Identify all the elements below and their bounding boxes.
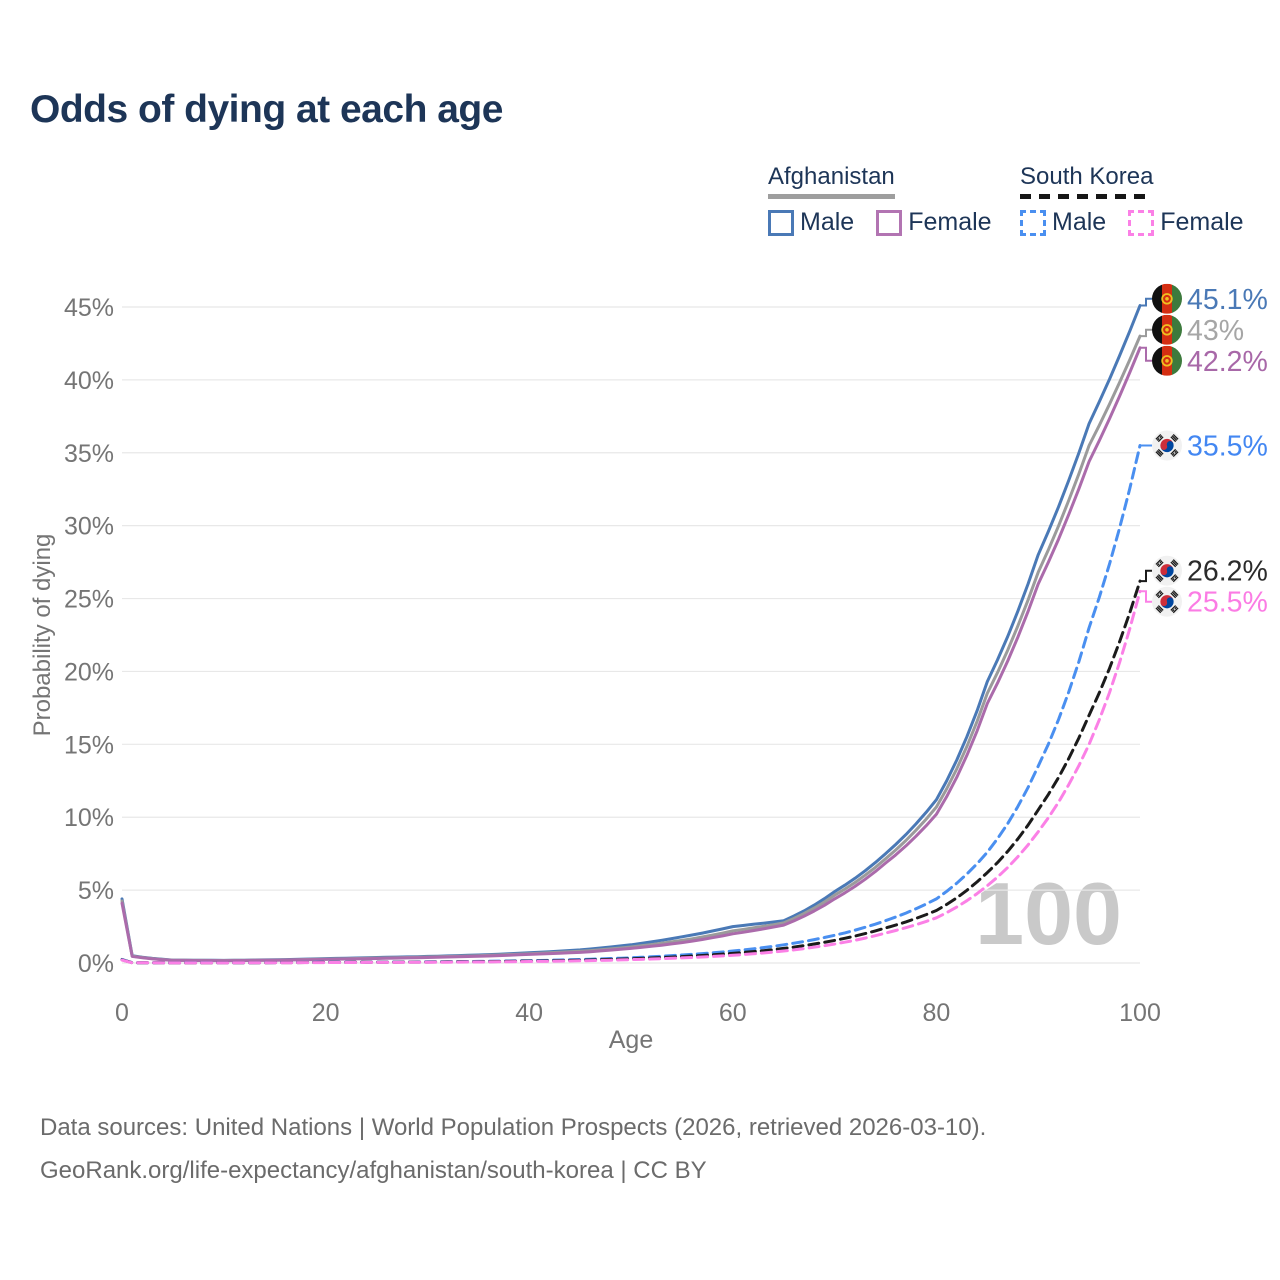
y-tick-label: 10%: [64, 804, 114, 832]
end-label-connector: [1140, 297, 1152, 307]
end-value-label-south-korea-male: 35.5%: [1187, 430, 1268, 462]
x-tick-label: 20: [312, 999, 340, 1027]
end-label-connector: [1140, 569, 1152, 583]
series-line-south-korea-both-sexes[interactable]: [120, 579, 1142, 965]
x-tick-label: 60: [719, 999, 747, 1027]
y-tick-label: 40%: [64, 367, 114, 395]
south-korea-male-swatch: [1020, 209, 1046, 236]
series-line-afghanistan-male[interactable]: [120, 304, 1142, 962]
legend-item-label: Female: [908, 208, 992, 236]
x-tick-label: 100: [1119, 999, 1161, 1027]
legend-item-label: Female: [1160, 208, 1244, 236]
chart-title: Odds of dying at each age: [30, 88, 503, 131]
south-korea-flag-icon: [1152, 586, 1182, 617]
series-line-afghanistan-both-sexes[interactable]: [120, 334, 1142, 962]
y-tick-label: 35%: [64, 440, 114, 468]
legend-country-label: South Korea: [1020, 163, 1154, 190]
y-tick-label: 20%: [64, 658, 114, 686]
y-tick-label: 25%: [64, 586, 114, 614]
legend-item-south-korea-male[interactable]: Male: [1020, 208, 1106, 237]
south-korea-flag-icon: [1152, 555, 1182, 586]
footer: Data sources: United Nations | World Pop…: [40, 1106, 986, 1192]
footer-attribution: GeoRank.org/life-expectancy/afghanistan/…: [40, 1157, 707, 1185]
legend-country-label: Afghanistan: [768, 163, 895, 190]
afghanistan-flag-icon: [1152, 283, 1182, 314]
afghanistan-solid-line-sample: [768, 194, 895, 199]
south-korea-flag-icon: [1152, 430, 1182, 461]
series-line-south-korea-female[interactable]: [120, 589, 1142, 965]
end-value-label-south-korea-female: 25.5%: [1187, 587, 1268, 619]
end-label-connector: [1140, 328, 1152, 338]
afghanistan-flag-icon: [1152, 314, 1182, 345]
legend-item-label: Male: [1052, 208, 1107, 236]
x-tick-label: 40: [515, 999, 543, 1027]
legend-group-afghanistan: Afghanistan Male Female: [768, 163, 1014, 237]
footer-data-sources: Data sources: United Nations | World Pop…: [40, 1114, 987, 1141]
end-value-label-south-korea-both-sexes: 26.2%: [1187, 556, 1268, 588]
afghanistan-flag-icon: [1152, 345, 1182, 376]
y-tick-label: 30%: [64, 513, 114, 541]
y-axis-title: Probability of dying: [29, 533, 56, 737]
y-tick-label: 0%: [78, 950, 114, 978]
end-label-connector: [1140, 346, 1152, 362]
south-korea-dashed-line-sample: [1020, 194, 1154, 199]
end-label-connector: [1140, 590, 1152, 603]
y-tick-label: 5%: [78, 877, 114, 905]
x-tick-label: 0: [115, 999, 129, 1027]
series-line-afghanistan-female[interactable]: [120, 346, 1142, 963]
y-tick-label: 15%: [64, 731, 114, 759]
legend-item-afghanistan-female[interactable]: Female: [876, 208, 992, 237]
legend-group-south-korea: South Korea Male Female: [1020, 163, 1266, 237]
end-value-label-afghanistan-male: 45.1%: [1187, 284, 1268, 316]
afghanistan-male-swatch: [768, 209, 794, 236]
legend-country-afghanistan[interactable]: Afghanistan: [768, 163, 895, 199]
legend-item-south-korea-female[interactable]: Female: [1128, 208, 1244, 237]
legend-item-label: Male: [800, 208, 855, 236]
x-axis-title: Age: [608, 1026, 654, 1054]
y-tick-label: 45%: [64, 294, 114, 322]
x-tick-label: 80: [922, 999, 950, 1027]
afghanistan-female-swatch: [876, 209, 903, 236]
end-value-label-afghanistan-both-sexes: 43%: [1187, 315, 1244, 347]
end-value-label-afghanistan-female: 42.2%: [1187, 346, 1268, 378]
legend-item-afghanistan-male[interactable]: Male: [768, 208, 854, 237]
legend-country-south-korea[interactable]: South Korea: [1020, 163, 1154, 199]
age-counter-watermark: 100: [975, 864, 1122, 963]
south-korea-female-swatch: [1128, 209, 1155, 236]
